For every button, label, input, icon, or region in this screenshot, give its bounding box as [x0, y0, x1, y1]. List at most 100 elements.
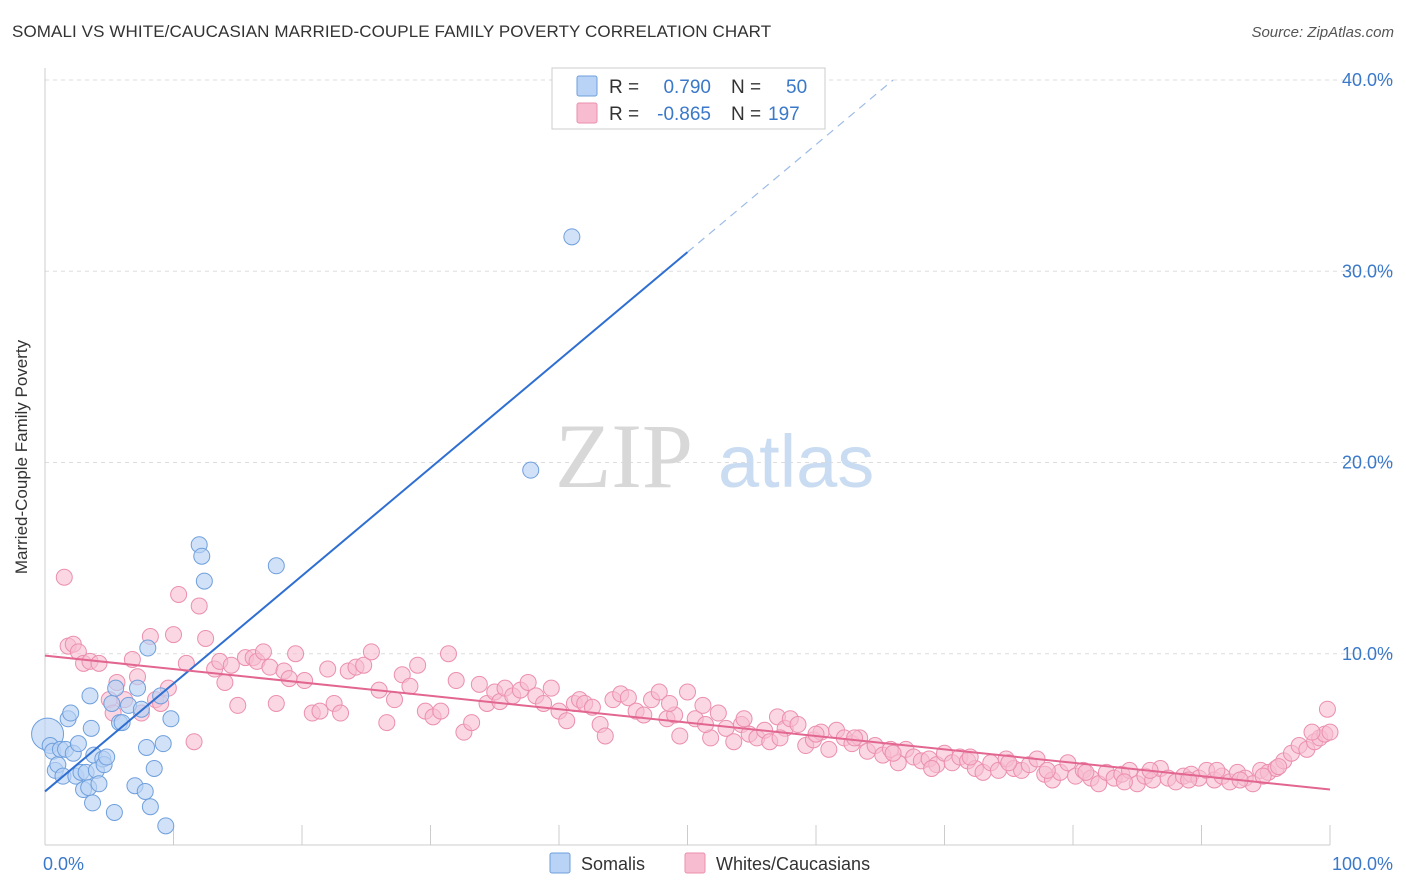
- series-legend: Somalis Whites/Caucasians: [549, 852, 870, 874]
- white-caucasian-point: [409, 656, 427, 674]
- legend-r-value: -0.865: [657, 104, 711, 125]
- watermark-zip: ZIP: [555, 405, 693, 507]
- grid-lines: [45, 79, 1393, 655]
- white-caucasian-point: [280, 670, 298, 688]
- white-caucasian-point: [378, 714, 396, 732]
- white-caucasian-point: [725, 733, 743, 751]
- white-caucasian-point: [386, 691, 404, 709]
- bottom-legend-label-somali: Somalis: [581, 854, 645, 874]
- white-caucasian-point: [1038, 761, 1056, 779]
- somali-point: [62, 704, 80, 722]
- white-caucasian-point: [362, 643, 380, 661]
- white-caucasian-point: [884, 744, 902, 762]
- white-caucasian-point: [671, 727, 689, 745]
- somali-point: [162, 710, 180, 728]
- somali-point: [195, 572, 213, 590]
- white-caucasian-point: [635, 706, 653, 724]
- bottom-legend-swatch-somali: [549, 852, 571, 874]
- white-caucasian-point: [165, 626, 182, 644]
- white-caucasian-point: [679, 683, 696, 701]
- white-caucasian-point: [216, 673, 234, 691]
- somali-point: [98, 748, 116, 766]
- legend-n-value: 197: [768, 104, 800, 125]
- legend-r-label: R =: [609, 77, 639, 98]
- legend-n-label: N =: [731, 104, 761, 125]
- white-caucasian-point: [1321, 723, 1339, 741]
- y-tick-label: 30.0%: [1342, 261, 1393, 281]
- white-caucasian-point: [542, 679, 560, 697]
- white-caucasian-trend-line: [44, 654, 1331, 791]
- white-caucasian-point: [55, 568, 73, 586]
- correlation-legend: R = 0.790 N = 50 R = -0.865 N = 197: [551, 67, 826, 130]
- white-caucasian-point: [1077, 763, 1095, 781]
- white-caucasian-point: [694, 696, 712, 714]
- white-caucasian-point: [287, 645, 305, 663]
- somali-point: [103, 694, 121, 712]
- somali-point: [141, 798, 159, 816]
- white-caucasian-point: [1208, 761, 1226, 779]
- white-caucasian-point: [254, 643, 272, 661]
- somali-trend-line: [44, 251, 689, 793]
- white-caucasian-point: [355, 656, 373, 674]
- legend-swatch-somali: [576, 75, 598, 97]
- white-caucasian-point: [222, 656, 240, 674]
- white-caucasian-point: [1254, 767, 1272, 785]
- white-caucasian-point: [1270, 758, 1288, 776]
- somali-point: [145, 760, 163, 777]
- somali-point: [193, 547, 211, 565]
- white-caucasian-point: [650, 683, 668, 701]
- y-axis-label: Married-Couple Family Poverty: [12, 339, 31, 575]
- trend-lines: [44, 79, 1331, 793]
- source-label: Source: ZipAtlas.com: [1251, 24, 1394, 41]
- somali-point: [139, 639, 157, 657]
- y-tick-label: 20.0%: [1342, 453, 1393, 473]
- legend-r-value: 0.790: [663, 77, 711, 98]
- white-caucasian-point: [596, 727, 614, 745]
- somali-point: [136, 782, 154, 800]
- white-caucasian-point: [267, 694, 285, 712]
- white-caucasian-point: [432, 702, 450, 720]
- white-caucasian-point: [709, 704, 727, 722]
- white-caucasian-point: [401, 677, 419, 695]
- x-tick-label-left: 0.0%: [43, 854, 84, 874]
- white-caucasian-points: [55, 568, 1339, 793]
- somali-point: [82, 719, 100, 737]
- white-caucasian-point: [296, 672, 314, 690]
- y-tick-label: 40.0%: [1342, 70, 1393, 90]
- y-tick-labels: 10.0% 20.0% 30.0% 40.0%: [1342, 70, 1393, 664]
- bottom-legend-swatch-white: [684, 852, 706, 874]
- white-caucasian-point: [735, 710, 753, 728]
- watermark: ZIP atlas: [555, 405, 874, 507]
- white-caucasian-point: [820, 740, 838, 758]
- somali-point: [107, 679, 125, 697]
- legend-n-label: N =: [731, 77, 761, 98]
- white-caucasian-point: [470, 675, 488, 693]
- white-caucasian-point: [619, 689, 637, 707]
- white-caucasian-point: [332, 704, 350, 722]
- somali-point: [154, 735, 172, 753]
- white-caucasian-point: [439, 645, 457, 663]
- x-tick-labels: 0.0% 100.0%: [43, 854, 1393, 874]
- x-tick-label-right: 100.0%: [1332, 854, 1393, 874]
- white-caucasian-point: [229, 696, 247, 714]
- white-caucasian-point: [190, 597, 208, 615]
- white-caucasian-point: [197, 629, 215, 647]
- somali-trend-extension: [687, 79, 894, 253]
- legend-n-value: 50: [786, 77, 807, 98]
- white-caucasian-point: [1318, 700, 1336, 718]
- white-caucasian-point: [447, 672, 465, 690]
- y-tick-label: 10.0%: [1342, 644, 1393, 664]
- white-caucasian-point: [771, 729, 789, 747]
- somali-point: [138, 738, 156, 756]
- somali-point: [563, 228, 581, 246]
- somali-point: [522, 461, 540, 479]
- somali-points: [31, 228, 581, 835]
- white-caucasian-point: [311, 702, 329, 720]
- somali-point: [81, 687, 99, 705]
- somali-point: [157, 817, 175, 835]
- white-caucasian-point: [319, 660, 337, 678]
- legend-swatch-white: [576, 102, 598, 124]
- white-caucasian-point: [185, 733, 203, 751]
- white-caucasian-point: [558, 712, 576, 730]
